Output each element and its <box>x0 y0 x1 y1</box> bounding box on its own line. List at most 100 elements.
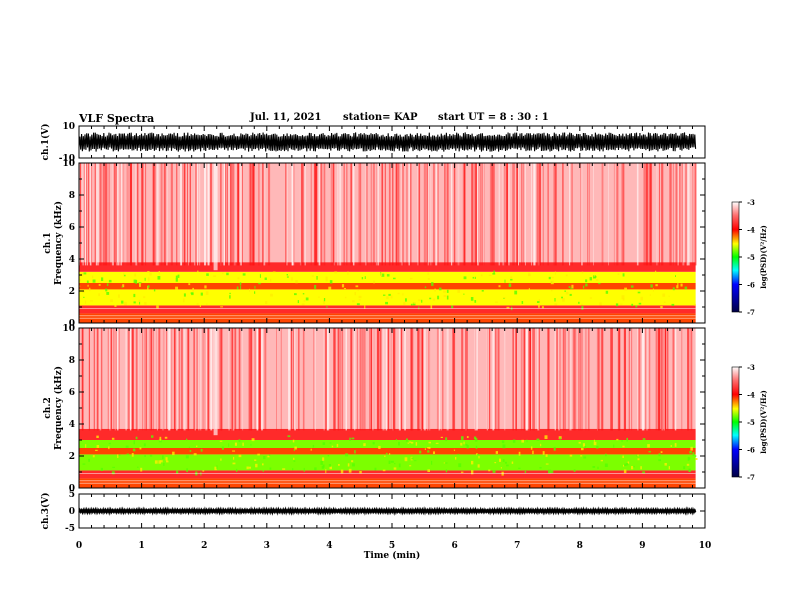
spectrogram-streak <box>417 328 420 431</box>
spectrogram-fleck <box>286 274 288 276</box>
spectrogram-fleck <box>282 468 286 470</box>
spectrogram-streak <box>444 163 446 266</box>
spectrogram-streak <box>365 163 367 266</box>
spectrogram-fleck <box>501 440 505 444</box>
spectrogram-fleck <box>672 287 675 291</box>
spectrogram-fleck <box>133 279 137 283</box>
x-tick-label: 4 <box>326 541 332 551</box>
x-tick-label: 8 <box>577 541 583 551</box>
spectrogram-streak <box>264 328 267 431</box>
spectrogram-fleck <box>457 453 460 456</box>
y-tick-label: 10 <box>62 159 75 169</box>
spectrogram-fleck <box>236 286 239 290</box>
spectrogram-fleck <box>237 277 240 280</box>
spectrogram-streak <box>417 163 419 266</box>
spectrogram-fleck <box>405 298 407 302</box>
spectrogram-streak <box>429 328 431 431</box>
spectrogram-fleck <box>532 450 534 455</box>
spectrogram-fleck <box>605 453 607 457</box>
spectrogram-streak <box>430 163 432 266</box>
spectrogram-fleck <box>499 458 501 462</box>
spectrogram-fleck <box>445 469 448 473</box>
spectrogram-fleck <box>347 271 349 275</box>
spectrogram-streak <box>558 328 560 431</box>
spectrogram-streak <box>674 328 677 431</box>
y-tick-label: 5 <box>69 490 75 500</box>
spectrogram-streak <box>537 328 540 431</box>
spectrogram-fleck <box>147 285 150 288</box>
spectrogram-fleck <box>226 272 229 276</box>
spectrogram-streak <box>444 163 446 266</box>
spectrogram-fleck <box>526 439 528 443</box>
colorbar-tick-label: -5 <box>747 253 755 262</box>
spectrogram-fleck <box>453 449 455 451</box>
spectrogram-fleck <box>466 436 469 438</box>
y-tick-label: 4 <box>69 255 75 265</box>
spectrogram-streak <box>230 163 232 266</box>
spectrogram-fleck <box>481 290 484 292</box>
spectrogram-fleck <box>124 301 127 306</box>
spectrogram-fleck <box>329 466 332 470</box>
spectrogram-streak <box>481 163 483 266</box>
spectrogram-streak <box>685 163 687 266</box>
spectrogram-fleck <box>630 285 634 288</box>
spectrogram-streak <box>179 328 180 431</box>
spectrogram-streak <box>574 328 577 431</box>
spectrogram-streak <box>250 163 252 266</box>
spectrogram-streak <box>346 163 348 266</box>
spectrogram-fleck <box>118 294 120 298</box>
spectrogram-streak <box>175 328 177 431</box>
spectrogram-streak <box>648 328 651 431</box>
spectrogram-fleck <box>381 273 385 277</box>
spectrogram-streak <box>261 328 262 431</box>
spectrogram-fleck <box>322 464 325 468</box>
spectrogram-fleck <box>108 442 111 445</box>
spectrogram-streak <box>258 163 260 266</box>
colorbar-tick-label: -7 <box>747 473 755 482</box>
spectrogram-streak <box>288 328 291 431</box>
spectrogram-fleck <box>160 460 163 463</box>
spectrogram-fleck <box>433 451 435 454</box>
spectrogram-fleck <box>316 276 318 280</box>
spectrogram-streak <box>292 328 294 431</box>
spectrogram-fleck <box>156 305 159 309</box>
spectrogram-fleck <box>149 272 152 276</box>
spectrogram-fleck <box>132 448 136 452</box>
spectrogram-fleck <box>121 300 124 304</box>
spectrogram-fleck <box>118 454 121 456</box>
spectrogram-streak <box>427 328 429 431</box>
spectrogram-streak <box>132 328 134 431</box>
spectrogram-streak <box>339 328 342 431</box>
spectrogram-streak <box>649 163 652 266</box>
spectrogram-fleck <box>165 457 168 461</box>
spectrogram-fleck <box>615 303 619 307</box>
spectrogram-fleck <box>364 304 366 309</box>
spectrogram-streak <box>118 328 120 431</box>
spectrogram-fleck <box>157 276 161 280</box>
spectrogram-fleck <box>494 462 497 464</box>
spectrogram-streak <box>667 328 669 431</box>
spectrogram-streak <box>429 328 431 431</box>
spectrogram-fleck <box>687 456 690 461</box>
spectrogram-streak <box>183 328 186 431</box>
spectrogram-streak <box>553 163 555 266</box>
spectrogram-streak <box>438 328 441 431</box>
spectrogram-fleck <box>358 295 362 299</box>
spectrogram-streak <box>228 328 230 431</box>
spectrogram-streak <box>136 163 139 266</box>
spectrogram-streak <box>202 328 204 431</box>
spectrogram-streak <box>418 328 421 431</box>
spectrogram-streak <box>495 328 497 431</box>
spectrogram-streak <box>223 163 225 266</box>
spectrogram-streak <box>107 328 109 431</box>
y-tick-label: 4 <box>69 420 75 430</box>
spectrogram-streak <box>171 328 173 431</box>
spectrogram-fleck <box>233 456 235 460</box>
spectrogram-streak <box>175 328 178 431</box>
spectrogram-fleck <box>158 271 160 275</box>
spectrogram-streak <box>672 328 675 431</box>
spectrogram-fleck <box>382 469 386 472</box>
spectrogram-fleck <box>238 439 241 443</box>
spectrogram-fleck <box>87 284 89 287</box>
spectrogram-fleck <box>175 286 178 290</box>
